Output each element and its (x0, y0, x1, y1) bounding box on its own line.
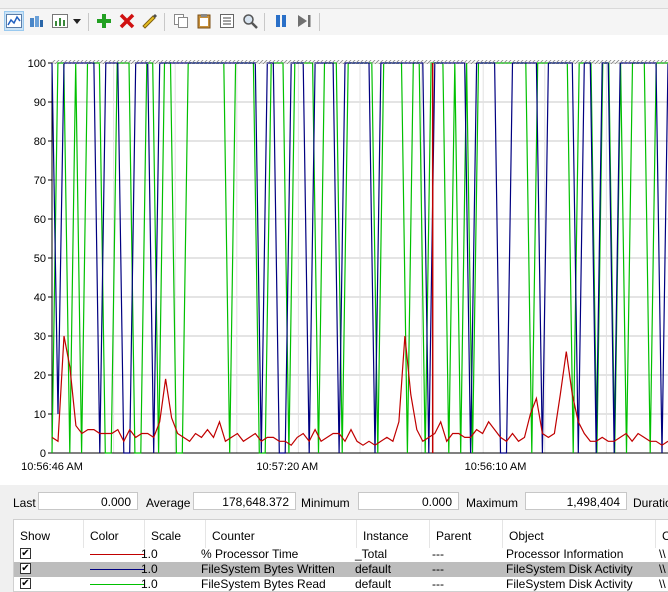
freeze-display-icon (276, 15, 286, 27)
counter-row-selected[interactable]: ✔ 1.0 FileSystem Bytes Written default -… (14, 562, 668, 577)
counter-cell: FileSystem Bytes Written (201, 562, 335, 576)
instance-cell: default (355, 577, 392, 591)
y-tick-label: 10 (34, 409, 46, 421)
highlight-icon (142, 14, 157, 29)
parent-cell: --- (432, 562, 444, 576)
duration-label: Duratio (633, 496, 668, 510)
view-graph-icon (6, 14, 22, 28)
column-header-parent[interactable]: Parent (430, 520, 503, 548)
last-value: 0.000 (38, 492, 138, 510)
last-label: Last (13, 496, 36, 510)
update-data-icon (298, 15, 311, 27)
column-header-object[interactable]: Object (503, 520, 656, 548)
y-tick-label: 50 (34, 253, 46, 265)
column-header-computer[interactable]: C (662, 529, 668, 543)
performance-graph[interactable]: 100 90 80 70 60 50 40 30 20 10 0 10:56:46 AM 10:57:2… (0, 35, 668, 485)
scale-cell: 1.0 (141, 577, 158, 591)
update-data-button[interactable] (294, 11, 314, 31)
clipped-band (52, 60, 668, 64)
add-counter-button[interactable] (94, 11, 114, 31)
toolbar (0, 8, 668, 36)
change-graph-type-icon (52, 14, 68, 28)
properties-icon (220, 14, 234, 28)
counter-cell: FileSystem Bytes Read (201, 577, 326, 591)
toolbar-separator (264, 13, 265, 31)
scale-cell: 1.0 (141, 547, 158, 561)
minimum-value: 0.000 (358, 492, 459, 510)
color-swatch (90, 569, 144, 570)
maximum-label: Maximum (466, 496, 519, 510)
column-header-scale[interactable]: Scale (145, 520, 206, 548)
graph-type-dropdown[interactable] (70, 11, 84, 31)
x-tick-label: 10:56:46 AM (21, 461, 83, 473)
add-counter-icon (97, 14, 111, 28)
column-header-counter[interactable]: Counter (206, 520, 357, 548)
computer-cell: \\ (659, 577, 666, 591)
parent-cell: --- (432, 577, 444, 591)
y-tick-label: 80 (34, 136, 46, 148)
y-tick-label: 70 (34, 175, 46, 187)
x-tick-label: 10:57:20 AM (256, 461, 318, 473)
x-tick-label: 10:56:10 AM (465, 461, 527, 473)
statistics-bar: Last 0.000 Average 178,648.372 Minimum 0… (0, 489, 668, 515)
counter-cell: % Processor Time (201, 547, 299, 561)
counter-row[interactable]: ✔ 1.0 % Processor Time _Total --- Proces… (14, 547, 668, 562)
paste-counter-list-button[interactable] (194, 11, 214, 31)
view-histogram-button[interactable] (26, 11, 46, 31)
y-tick-label: 60 (34, 214, 46, 226)
y-tick-label: 100 (28, 58, 46, 70)
computer-cell: \\ (659, 562, 666, 576)
delete-counter-button[interactable] (117, 11, 137, 31)
column-header-color[interactable]: Color (84, 520, 145, 548)
instance-cell: default (355, 562, 392, 576)
toolbar-separator (319, 13, 320, 31)
freeze-display-button[interactable] (271, 11, 291, 31)
y-tick-label: 0 (40, 448, 46, 460)
view-graph-button[interactable] (4, 11, 24, 31)
computer-cell: \\ (659, 547, 666, 561)
color-swatch (90, 554, 144, 555)
scale-cell: 1.0 (141, 562, 158, 576)
show-checkbox[interactable]: ✔ (20, 578, 31, 589)
paste-counter-list-icon (197, 14, 211, 29)
average-label: Average (146, 496, 191, 510)
column-header-instance[interactable]: Instance (357, 520, 430, 548)
toolbar-separator (164, 13, 165, 31)
color-swatch (90, 584, 144, 585)
counter-list: Show Color Scale Counter Instance Parent… (13, 519, 668, 592)
zoom-button[interactable] (240, 11, 260, 31)
view-histogram-icon (30, 16, 43, 27)
object-cell: FileSystem Disk Activity (506, 562, 633, 576)
show-checkbox[interactable]: ✔ (20, 548, 31, 559)
y-tick-label: 30 (34, 331, 46, 343)
zoom-icon (243, 14, 258, 29)
series-line (51, 335, 668, 447)
change-graph-type-button[interactable] (50, 11, 70, 31)
y-tick-label: 20 (34, 370, 46, 382)
properties-button[interactable] (217, 11, 237, 31)
object-cell: Processor Information (506, 547, 624, 561)
highlight-button[interactable] (140, 11, 160, 31)
dropdown-arrow-icon (73, 18, 81, 24)
y-tick-label: 90 (34, 97, 46, 109)
delete-counter-icon (119, 13, 135, 29)
column-header-show[interactable]: Show (14, 520, 84, 548)
minimum-label: Minimum (301, 496, 350, 510)
maximum-value: 1,498,404 (525, 492, 627, 510)
counter-row[interactable]: ✔ 1.0 FileSystem Bytes Read default --- … (14, 577, 668, 592)
y-tick-label: 40 (34, 292, 46, 304)
object-cell: FileSystem Disk Activity (506, 577, 633, 591)
toolbar-separator (88, 13, 89, 31)
show-checkbox[interactable]: ✔ (20, 563, 31, 574)
parent-cell: --- (432, 547, 444, 561)
copy-properties-icon (174, 14, 188, 28)
copy-properties-button[interactable] (171, 11, 191, 31)
average-value: 178,648.372 (193, 492, 296, 510)
instance-cell: _Total (355, 547, 388, 561)
